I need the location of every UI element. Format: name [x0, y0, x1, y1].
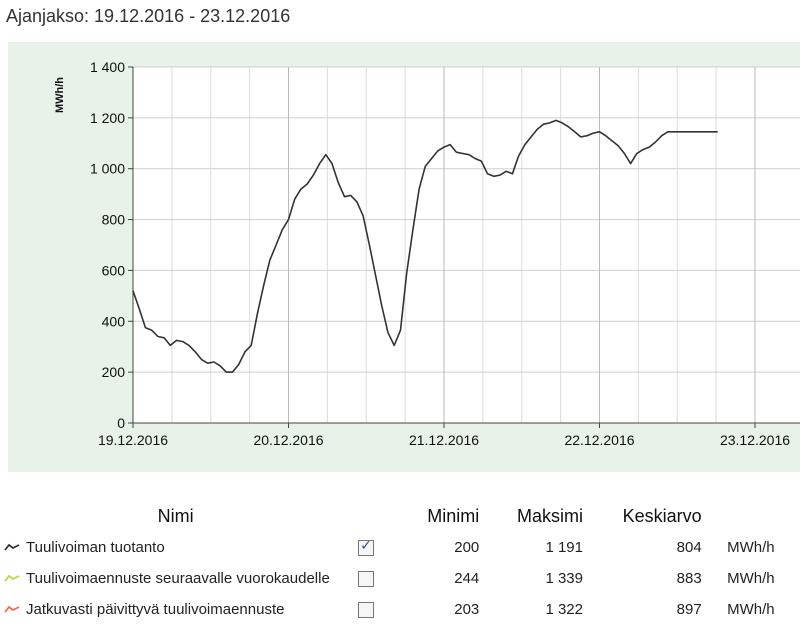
x-tick-label: 19.12.2016 — [98, 432, 168, 448]
series-line — [132, 119, 718, 373]
x-tick-label: 22.12.2016 — [564, 432, 634, 448]
legend-max-value: 1 191 — [545, 539, 583, 556]
legend-max-value: 1 339 — [545, 570, 583, 587]
x-tick-label: 20.12.2016 — [253, 432, 323, 448]
legend-unit: MWh/h — [727, 539, 775, 556]
y-tick-label: 600 — [102, 262, 126, 278]
series-visibility-checkbox[interactable] — [358, 602, 375, 619]
legend-avg-value: 883 — [676, 570, 702, 587]
series-name: Jatkuvasti päivittyvä tuulivoimaennuste — [0, 601, 284, 618]
series-visibility-checkbox[interactable]: ✓ — [358, 538, 375, 557]
y-tick-label: 800 — [102, 212, 126, 228]
y-tick-label: 200 — [102, 364, 126, 380]
y-tick-label: 1 000 — [90, 161, 125, 177]
check-icon: ✓ — [360, 538, 372, 555]
legend-check-cell — [351, 563, 381, 594]
line-swatch-icon — [4, 573, 20, 583]
y-tick-label: 1 400 — [90, 59, 125, 75]
series-name: Tuulivoiman tuotanto — [0, 539, 165, 556]
series-name: Tuulivoimaennuste seuraavalle vuorokaude… — [0, 570, 330, 587]
y-axis-label: MWh/h — [54, 77, 66, 113]
x-tick-label: 23.12.2016 — [720, 432, 790, 448]
header-name: Nimi — [157, 505, 194, 526]
legend-name-cell: Tuulivoimaennuste seuraavalle vuorokaude… — [0, 563, 351, 594]
header-spacer — [351, 500, 381, 532]
header-unit — [702, 500, 800, 532]
plot-area — [133, 67, 800, 423]
legend-table: Nimi Minimi Maksimi Keskiarvo Tuulivoima… — [0, 500, 800, 625]
legend-min-value: 203 — [454, 601, 480, 618]
legend-row: Tuulivoimaennuste seuraavalle vuorokaude… — [0, 563, 800, 594]
chart-panel: 0 200 400 600 800 1 000 1 200 1 400 19.12.2016 20… — [8, 42, 800, 472]
x-tick-label: 21.12.2016 — [409, 432, 479, 448]
line-swatch-icon — [4, 542, 20, 552]
legend-unit: MWh/h — [727, 570, 775, 587]
legend-name-cell: Jatkuvasti päivittyvä tuulivoimaennuste — [0, 594, 351, 625]
series-label: Tuulivoiman tuotanto — [26, 538, 165, 556]
y-tick-label: 400 — [102, 313, 126, 329]
legend-header-row: Nimi Minimi Maksimi Keskiarvo — [0, 500, 800, 532]
series-visibility-checkbox[interactable] — [358, 571, 375, 588]
header-max: Maksimi — [517, 505, 583, 526]
legend-name-cell: Tuulivoiman tuotanto — [0, 532, 351, 563]
legend-min-value: 244 — [454, 570, 480, 587]
header-min: Minimi — [427, 505, 480, 526]
y-tick-label: 1 200 — [90, 110, 125, 126]
legend-min-value: 200 — [454, 539, 480, 556]
legend-avg-value: 804 — [676, 539, 702, 556]
legend-row: Tuulivoiman tuotanto ✓ 200 1 191 804 MWh/h — [0, 532, 800, 563]
legend-check-cell — [351, 594, 381, 625]
series-label: Tuulivoimaennuste seuraavalle vuorokaude… — [26, 569, 330, 587]
period-title: Ajanjakso: 19.12.2016 - 23.12.2016 — [6, 6, 291, 26]
series-label: Jatkuvasti päivittyvä tuulivoimaennuste — [26, 600, 285, 618]
header-avg: Keskiarvo — [622, 505, 702, 526]
legend-row: Jatkuvasti päivittyvä tuulivoimaennuste 2… — [0, 594, 800, 625]
legend-unit: MWh/h — [727, 601, 775, 618]
line-swatch-icon — [4, 604, 20, 614]
legend-max-value: 1 322 — [545, 601, 583, 618]
y-tick-label: 0 — [117, 415, 125, 431]
line-chart: 0 200 400 600 800 1 000 1 200 1 400 19.12.2016 20… — [54, 59, 800, 448]
legend-avg-value: 897 — [676, 601, 702, 618]
legend-check-cell: ✓ — [351, 532, 381, 563]
